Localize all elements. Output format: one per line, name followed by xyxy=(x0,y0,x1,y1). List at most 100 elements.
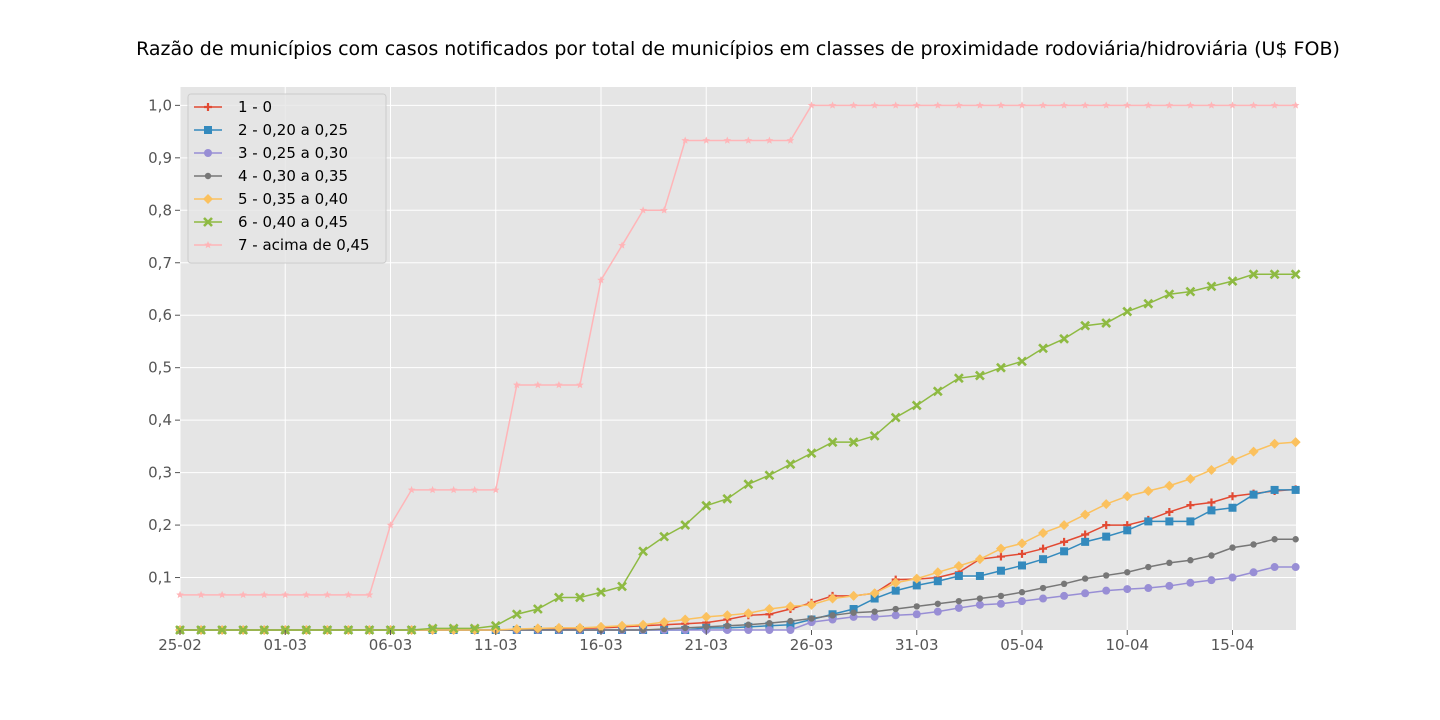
series-7-acima-de-0-45-line xyxy=(180,104,1296,596)
series-6-0-40-a-0-45-point xyxy=(1017,356,1027,367)
x-tick-label: 11-03 xyxy=(474,636,518,654)
series-7-acima-de-0-45-point xyxy=(597,276,605,284)
series-6-0-40-a-0-45-point xyxy=(659,531,670,542)
series-4-0-30-a-0-35-point xyxy=(892,605,899,613)
series-6-0-40-a-0-45-point xyxy=(1038,343,1048,354)
series-5-0-35-a-0-40-point xyxy=(1017,538,1027,549)
legend-item: 6 - 0,40 a 0,45 xyxy=(194,213,348,231)
series-7-acima-de-0-45-point xyxy=(491,485,500,494)
series-3-0-25-a-0-30-point xyxy=(1270,563,1279,572)
series-6-0-40-a-0-45-point xyxy=(448,623,459,634)
legend-item: 3 - 0,25 a 0,30 xyxy=(194,144,348,162)
series-7-acima-de-0-45-point xyxy=(765,136,774,144)
series-6-0-40-a-0-45-point xyxy=(1248,269,1259,280)
legend-item: 7 - acima de 0,45 xyxy=(194,236,370,254)
series-6-0-40-a-0-45-point xyxy=(1206,281,1217,292)
series-4-0-30-a-0-35-point xyxy=(660,625,668,633)
legend-label: 3 - 0,25 a 0,30 xyxy=(238,144,348,162)
series-5-0-35-a-0-40-point xyxy=(553,622,564,633)
series-7-acima-de-0-45-point xyxy=(1144,101,1153,109)
series-7-acima-de-0-45-point xyxy=(976,101,984,109)
series-2-0-20-a-0-25-point xyxy=(1102,532,1111,541)
series-4-0-30-a-0-35-point xyxy=(1039,584,1047,592)
series-7-acima-de-0-45-point xyxy=(513,380,521,389)
legend: 1 - 0 2 - 0,20 a 0,25 3 - 0,25 a 0,30 4 - 0… xyxy=(187,93,387,264)
series-3-0-25-a-0-30-point xyxy=(1207,576,1216,585)
series-7-acima-de-0-45-point xyxy=(218,590,226,599)
series-4-0-30-a-0-35-point xyxy=(1124,569,1131,576)
series-7-acima-de-0-45-point xyxy=(1039,101,1047,109)
series-5-0-35-a-0-40-point xyxy=(827,593,838,604)
series-3-0-25-a-0-30-point xyxy=(1060,591,1069,600)
series-3-0-25-a-0-30-point xyxy=(933,607,942,616)
series-6-0-40-a-0-45-point xyxy=(511,609,522,620)
legend-label: 7 - acima de 0,45 xyxy=(238,236,370,254)
series-7-acima-de-0-45-point xyxy=(639,206,647,214)
series-7-acima-de-0-45-point xyxy=(618,241,626,249)
series-6-0-40-a-0-45-point xyxy=(785,459,796,470)
y-axis: 0,1 0,2 0,3 0,4 0,5 0,6 0,7 0,8 0,9 1,0 xyxy=(148,96,180,587)
series-6-0-40-a-0-45-point xyxy=(322,625,333,635)
series-7-acima-de-0-45-point xyxy=(176,590,184,599)
series-4-0-30-a-0-35-point xyxy=(1166,559,1173,567)
series-6-0-40-a-0-45-point xyxy=(1122,306,1133,317)
series-6-0-40-a-0-45-point xyxy=(259,625,270,635)
series-6-0-40-a-0-45-point xyxy=(238,625,249,635)
series-7-acima-de-0-45-point xyxy=(1102,101,1110,109)
series-6-0-40-a-0-45-point xyxy=(427,623,438,634)
series-7-acima-de-0-45-point xyxy=(849,101,858,109)
series-3-0-25-a-0-30-point xyxy=(765,626,774,634)
series-3-0-25-a-0-30-point xyxy=(870,612,879,621)
series-4-0-30-a-0-35-point xyxy=(787,617,794,625)
series-7-acima-de-0-45-point xyxy=(934,101,942,109)
series-7-acima-de-0-45-point xyxy=(891,101,900,109)
series-3-0-25-a-0-30-point xyxy=(912,610,921,619)
series-6-0-40-a-0-45-point xyxy=(406,625,417,635)
series-4-0-30-a-0-35-point xyxy=(682,624,689,632)
x-tick-label: 26-03 xyxy=(790,636,834,654)
y-tick-label: 0,3 xyxy=(148,464,172,482)
series-6-0-40-a-0-45-point xyxy=(638,546,649,557)
series-2-0-20-a-0-25-point xyxy=(1081,537,1090,546)
series-5-0-35-a-0-40-point xyxy=(743,608,754,619)
series-4-0-30-a-0-35-point xyxy=(766,619,773,627)
series-5-0-35-a-0-40-point xyxy=(1101,499,1112,510)
y-tick-label: 0,4 xyxy=(148,411,172,429)
series-7-acima-de-0-45-point xyxy=(955,101,963,109)
series-6-0-40-a-0-45-point xyxy=(932,386,943,397)
legend-marker xyxy=(203,194,213,204)
series-2-0-20-a-0-25-point xyxy=(1207,506,1216,515)
series-7-acima-de-0-45-point xyxy=(576,380,584,389)
series-6-0-40-a-0-45-point xyxy=(1101,318,1112,329)
series-6-0-40-a-0-45-point xyxy=(553,592,564,603)
x-tick-label: 16-03 xyxy=(579,636,623,654)
series-5-0-35-a-0-40-point xyxy=(659,617,670,628)
series-2-0-20-a-0-25-point xyxy=(975,571,984,580)
series-7-acima-de-0-45-point xyxy=(344,590,353,599)
series-6-0-40-a-0-45-point xyxy=(743,479,754,490)
series-3-0-25-a-0-30-point xyxy=(1249,568,1258,577)
series-5-0-35-a-0-40-point xyxy=(1080,509,1091,520)
series-7-acima-de-0-45-point xyxy=(1270,101,1279,109)
series-6-0-40-a-0-45-point xyxy=(1164,289,1175,300)
series-7-acima-de-0-45-point xyxy=(407,485,416,494)
series-1-0-point xyxy=(1207,498,1216,507)
series-7-acima-de-0-45-point xyxy=(681,136,689,144)
series-4-0-30-a-0-35-point xyxy=(913,603,920,610)
series-7-acima-de-0-45-point xyxy=(386,521,395,529)
series-7-acima-de-0-45-point xyxy=(449,485,458,494)
series-6-0-40-a-0-45-point xyxy=(1080,320,1091,331)
series-7-acima-de-0-45 xyxy=(176,101,1300,599)
series-6-0-40-a-0-45-point xyxy=(364,625,375,635)
series-3-0-25-a-0-30-point xyxy=(1144,584,1153,593)
series-5-0-35-a-0-40-point xyxy=(1269,438,1280,449)
series-5-0-35-a-0-40-point xyxy=(1248,446,1259,457)
series-7-acima-de-0-45-point xyxy=(702,136,711,144)
series-6-0-40-a-0-45-point xyxy=(617,581,627,592)
series-7-acima-de-0-45-point xyxy=(1291,101,1300,109)
series-6-0-40-a-0-45-point xyxy=(1143,298,1154,309)
series-2-0-20-a-0-25-point xyxy=(1249,490,1258,499)
series-2-0-20-a-0-25-point xyxy=(1270,485,1279,494)
series-4-0-30-a-0-35-point xyxy=(829,612,836,619)
